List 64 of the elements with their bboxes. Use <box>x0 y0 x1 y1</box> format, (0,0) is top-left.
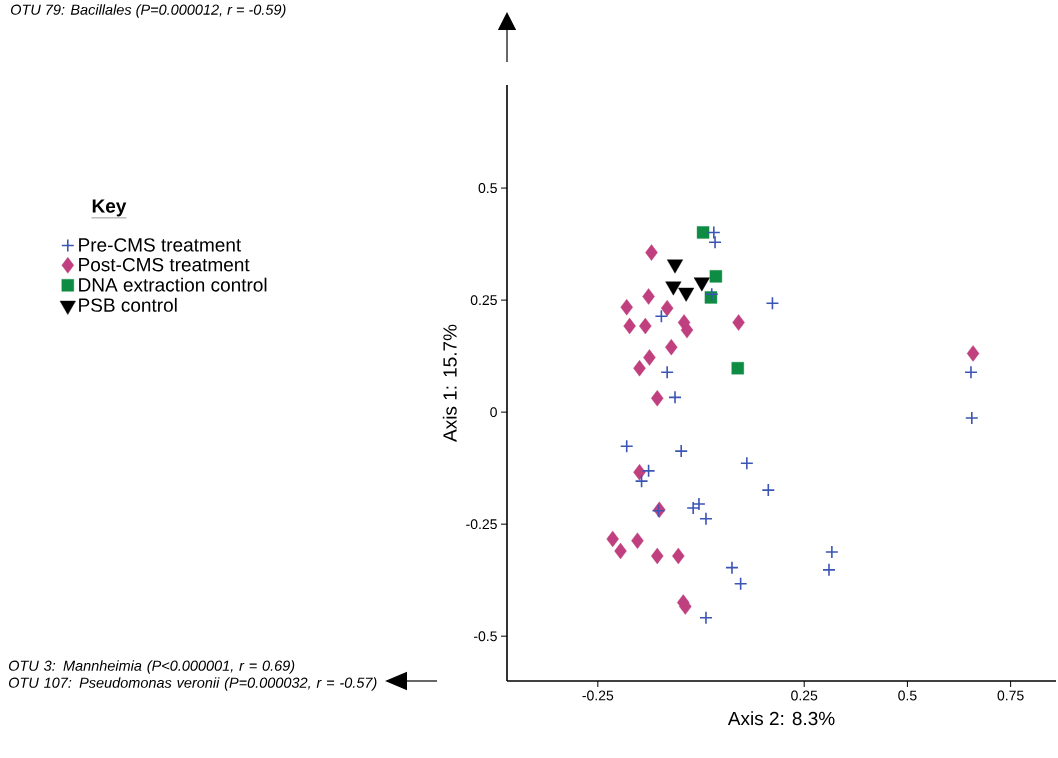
point <box>704 287 719 302</box>
point <box>699 611 713 625</box>
y-tick-label: 0.25 <box>470 295 497 306</box>
point <box>660 365 674 380</box>
point <box>707 225 721 240</box>
point <box>674 444 688 458</box>
point <box>699 511 713 526</box>
point <box>606 530 619 548</box>
x-tick-label: -0.25 <box>582 690 614 701</box>
point <box>696 226 710 239</box>
point <box>692 497 706 511</box>
point <box>965 411 979 425</box>
point <box>964 365 978 380</box>
legend-title: Key <box>92 199 127 217</box>
point <box>765 296 780 311</box>
x-axis-title: Axis 2: 8.3% <box>727 711 835 726</box>
point <box>966 345 980 362</box>
text: OTU 79: Bacillales (P=0.000012, r = -0.59) <box>10 4 286 18</box>
x-tick-label: 0.25 <box>791 690 818 701</box>
legend-label: Post-CMS treatment <box>79 257 250 272</box>
x-tick-label: 0.75 <box>997 690 1024 701</box>
point <box>631 532 644 549</box>
point <box>678 287 695 302</box>
point <box>686 501 700 515</box>
point <box>623 317 636 335</box>
point <box>731 362 744 375</box>
point <box>614 542 627 560</box>
point <box>709 270 723 283</box>
text: OTU 3: Mannheimia (P<0.000001, r = 0.69) <box>8 660 295 674</box>
point <box>668 390 682 405</box>
point <box>825 545 839 559</box>
point <box>634 474 649 488</box>
point <box>651 390 664 407</box>
text: OTU 107: Pseudomonas veronii (P=0.000032, r = -0.57) <box>8 677 377 691</box>
point <box>654 309 669 324</box>
point <box>665 338 678 356</box>
point <box>732 314 745 331</box>
y-tick-label: -0.5 <box>473 631 497 642</box>
point <box>633 463 646 481</box>
point <box>619 439 634 453</box>
x-tick-label: 0.5 <box>898 690 917 701</box>
point <box>761 483 776 497</box>
point <box>633 360 646 377</box>
point <box>643 349 656 366</box>
y-tick-label: -0.25 <box>466 519 497 530</box>
y-tick-label: 0 <box>490 407 497 418</box>
point <box>822 563 836 577</box>
point <box>725 560 739 575</box>
point <box>642 288 655 305</box>
point <box>641 464 656 478</box>
point <box>620 299 633 316</box>
legend-label: PSB control <box>79 297 177 312</box>
point <box>733 576 748 591</box>
y-tick-label: 0.5 <box>478 183 497 194</box>
point <box>708 235 722 250</box>
point <box>651 547 664 565</box>
legend-label: Pre-CMS treatment <box>79 238 242 252</box>
point <box>660 299 674 317</box>
point <box>740 456 754 471</box>
point <box>672 547 685 565</box>
point <box>645 244 658 261</box>
legend-label: DNA extraction control <box>79 277 267 292</box>
point <box>639 317 652 335</box>
y-axis-title: Axis 1: 15.7% <box>442 324 457 442</box>
